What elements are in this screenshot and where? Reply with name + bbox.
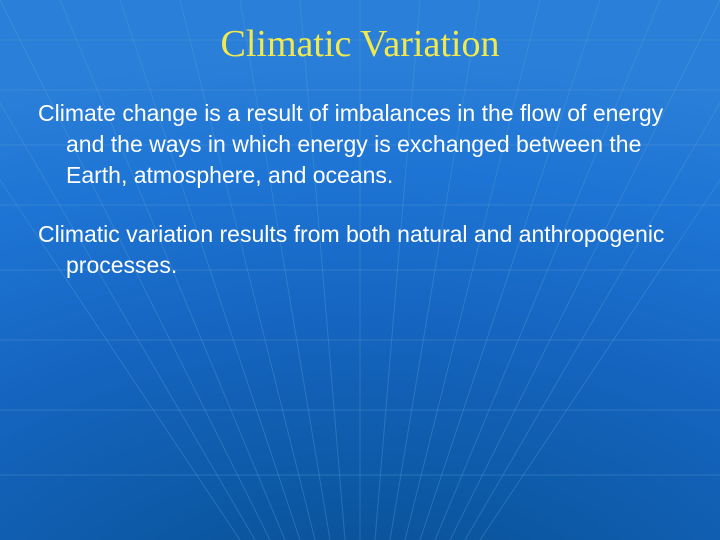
paragraph-1: Climate change is a result of imbalances…: [38, 98, 672, 191]
slide-body: Climate change is a result of imbalances…: [38, 98, 672, 309]
paragraph-2: Climatic variation results from both nat…: [38, 219, 672, 281]
slide: Climatic Variation Climate change is a r…: [0, 0, 720, 540]
slide-title: Climatic Variation: [0, 22, 720, 66]
